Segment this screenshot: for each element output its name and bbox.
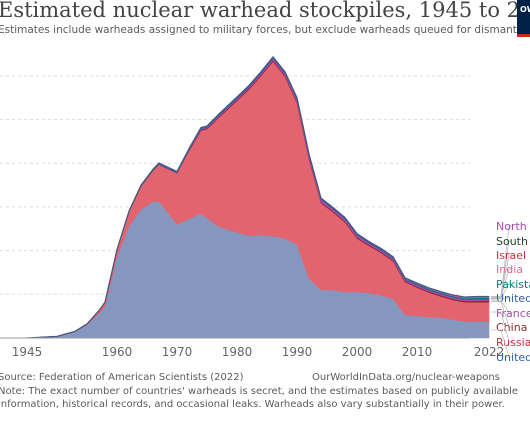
legend-connector [491,329,513,358]
source-note[interactable]: Source: Federation of American Scientist… [0,372,244,383]
chart-subtitle: Estimates include warheads assigned to m… [0,24,530,36]
legend-connector [491,299,513,314]
legend-label-united-kingdom: United Kingdom [496,292,530,305]
x-tick-label: 1990 [282,345,313,359]
x-tick-label: 2000 [342,345,373,359]
legend-label-israel: Israel [496,249,526,262]
total-outline [26,55,489,339]
legend-label-china: China [496,321,527,334]
x-tick-label: 1980 [222,345,253,359]
legend-connector [491,301,513,328]
chart-title: Estimated nuclear warhead stockpiles, 19… [0,0,530,22]
legend-label-india: India [496,263,523,276]
legend-connector [491,254,513,298]
x-tick-label: 1970 [162,345,193,359]
footnote: Note: The exact number of countries' war… [0,386,519,410]
legend-label-pakistan: Pakistan [496,278,530,291]
legend-connector [491,297,513,300]
x-tick-label: 1945 [12,345,43,359]
stacked-area-chart: 1945 1960 1970 1980 1990 2000 2010 2022 North Ko… [0,55,530,364]
logo-text: OWD [520,5,530,14]
x-tick-label: 2010 [402,345,433,359]
x-tick-label: 2022 [474,345,505,359]
owid-logo[interactable]: OWD [517,0,530,37]
legend-label-france: France [496,307,530,320]
legend-label-north-korea: North Korea [496,220,530,233]
legend-connector [491,283,513,299]
x-tick-label: 1960 [102,345,133,359]
legend-label-south-africa: South Africa [496,235,530,248]
legend-connector [491,268,513,298]
legend-label-united-states: United States [496,351,530,364]
legend-connector [491,311,513,343]
legend-label-russia: Russia [496,336,530,349]
source-url[interactable]: OurWorldInData.org/nuclear-weapons [312,372,500,383]
